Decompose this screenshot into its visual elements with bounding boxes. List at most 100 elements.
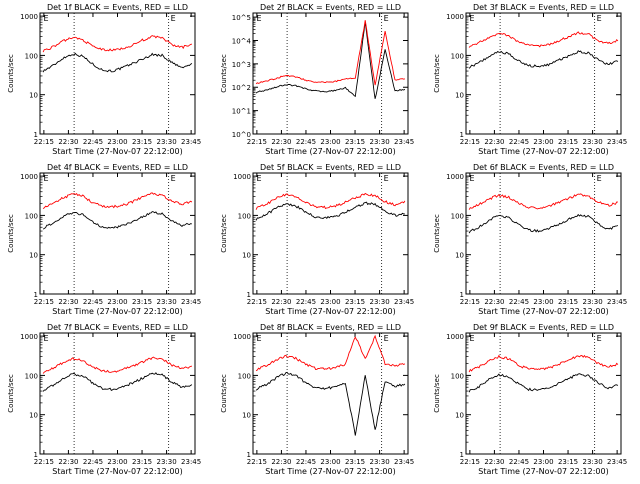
event-marker-label-2: E xyxy=(384,14,389,23)
series-line-lld xyxy=(255,20,406,86)
chart-panel-1: Det 1f BLACK = Events, RED = LLD Counts/s… xyxy=(7,3,201,156)
chart-panel-5: Det 5f BLACK = Events, RED = LLD Counts/s… xyxy=(220,163,414,316)
y-axis-label: Counts/sec xyxy=(433,54,441,93)
x-tick-label: 23:45 xyxy=(607,138,627,146)
series-line-events xyxy=(468,373,619,393)
event-marker-label-1: E xyxy=(257,334,262,343)
x-tick-label: 23:15 xyxy=(345,458,365,466)
x-tick-label: 22:30 xyxy=(484,458,504,466)
series-line-events xyxy=(255,201,405,221)
x-axis-label: Start Time (27-Nov-07 22:12:00) xyxy=(52,467,182,476)
x-tick-label: 23:30 xyxy=(369,458,389,466)
x-tick-label: 23:30 xyxy=(369,138,389,146)
y-tick-label: 10^2 xyxy=(232,84,251,92)
y-tick-label: 10^5 xyxy=(232,14,251,22)
event-marker-label-1: E xyxy=(470,174,475,183)
y-tick-label: 10 xyxy=(242,412,251,420)
plot-frame xyxy=(465,12,622,135)
x-tick-label: 22:15 xyxy=(247,298,267,306)
y-tick-label: 100 xyxy=(25,52,38,60)
x-tick-label: 23:30 xyxy=(369,298,389,306)
y-axis-label: Counts/sec xyxy=(7,374,15,413)
x-axis-label: Start Time (27-Nov-07 22:12:00) xyxy=(478,467,608,476)
x-tick-label: 23:30 xyxy=(156,138,176,146)
chart-panel-2: Det 2f BLACK = Events, RED = LLD Counts/s… xyxy=(220,3,414,156)
series-line-lld xyxy=(42,192,193,209)
y-tick-label: 10^1 xyxy=(232,108,251,116)
y-tick-label: 10 xyxy=(29,412,38,420)
x-axis-label: Start Time (27-Nov-07 22:12:00) xyxy=(265,307,395,316)
y-tick-label: 1 xyxy=(247,451,251,459)
y-tick-label: 10^4 xyxy=(232,37,252,45)
y-tick-label: 1 xyxy=(34,451,38,459)
y-tick-label: 100 xyxy=(451,372,464,380)
plot-frame xyxy=(252,12,409,135)
x-tick-label: 23:30 xyxy=(582,138,602,146)
y-tick-label: 100 xyxy=(238,372,251,380)
x-axis-label: Start Time (27-Nov-07 22:12:00) xyxy=(478,307,608,316)
y-tick-label: 10 xyxy=(455,92,464,100)
x-axis-label: Start Time (27-Nov-07 22:12:00) xyxy=(265,467,395,476)
plot-frame xyxy=(252,172,409,295)
chart-title: Det 3f BLACK = Events, RED = LLD xyxy=(473,3,614,12)
x-tick-label: 23:00 xyxy=(320,298,340,306)
x-tick-label: 22:30 xyxy=(484,298,504,306)
series-line-lld xyxy=(42,35,193,53)
x-tick-label: 23:30 xyxy=(156,458,176,466)
event-marker-label-2: E xyxy=(171,174,176,183)
x-tick-label: 22:45 xyxy=(83,298,103,306)
event-marker-label-2: E xyxy=(597,334,602,343)
y-tick-label: 1 xyxy=(34,131,38,139)
y-tick-label: 100 xyxy=(238,212,251,220)
event-marker-label-2: E xyxy=(384,334,389,343)
x-axis-label: Start Time (27-Nov-07 22:12:00) xyxy=(52,147,182,156)
x-tick-label: 23:00 xyxy=(320,138,340,146)
y-tick-label: 10 xyxy=(29,252,38,260)
x-tick-label: 22:30 xyxy=(58,458,78,466)
series-line-lld xyxy=(468,31,619,48)
series-line-events xyxy=(255,371,406,436)
y-tick-label: 1 xyxy=(460,451,464,459)
plot-frame xyxy=(39,12,196,135)
plot-frame xyxy=(39,332,196,455)
event-marker-label-2: E xyxy=(171,334,176,343)
chart-title: Det 9f BLACK = Events, RED = LLD xyxy=(473,323,614,332)
series-line-lld xyxy=(468,354,619,373)
event-marker-label-1: E xyxy=(257,14,262,23)
y-axis-label: Counts/sec xyxy=(433,214,441,253)
y-tick-label: 1 xyxy=(34,291,38,299)
x-tick-label: 22:15 xyxy=(460,298,480,306)
x-tick-label: 23:30 xyxy=(582,298,602,306)
x-tick-label: 23:00 xyxy=(533,138,553,146)
y-axis-label: Counts/sec xyxy=(433,374,441,413)
x-tick-label: 23:15 xyxy=(132,458,152,466)
event-marker-label-1: E xyxy=(470,334,475,343)
chart-title: Det 1f BLACK = Events, RED = LLD xyxy=(47,3,188,12)
x-tick-label: 22:15 xyxy=(34,298,54,306)
x-tick-label: 22:45 xyxy=(296,298,316,306)
plot-frame xyxy=(465,172,622,295)
x-tick-label: 23:00 xyxy=(533,458,553,466)
y-axis-label: Counts/sec xyxy=(220,374,228,413)
x-tick-label: 22:45 xyxy=(296,458,316,466)
y-tick-label: 1000 xyxy=(233,173,251,181)
x-tick-label: 23:00 xyxy=(107,298,127,306)
x-tick-label: 22:30 xyxy=(58,298,78,306)
x-tick-label: 23:30 xyxy=(156,298,176,306)
y-tick-label: 1000 xyxy=(20,13,38,21)
series-line-events xyxy=(468,213,619,234)
x-tick-label: 22:15 xyxy=(460,458,480,466)
chart-title: Det 4f BLACK = Events, RED = LLD xyxy=(47,163,188,172)
x-axis-label: Start Time (27-Nov-07 22:12:00) xyxy=(478,147,608,156)
y-tick-label: 10 xyxy=(455,252,464,260)
y-axis-label: Counts/sec xyxy=(7,214,15,253)
x-tick-label: 23:45 xyxy=(181,298,201,306)
x-tick-label: 23:45 xyxy=(394,458,414,466)
series-line-lld xyxy=(42,356,193,374)
chart-title: Det 2f BLACK = Events, RED = LLD xyxy=(260,3,401,12)
x-tick-label: 22:30 xyxy=(484,138,504,146)
x-tick-label: 22:15 xyxy=(460,138,480,146)
x-tick-label: 22:45 xyxy=(509,298,529,306)
event-marker-label-1: E xyxy=(44,334,49,343)
